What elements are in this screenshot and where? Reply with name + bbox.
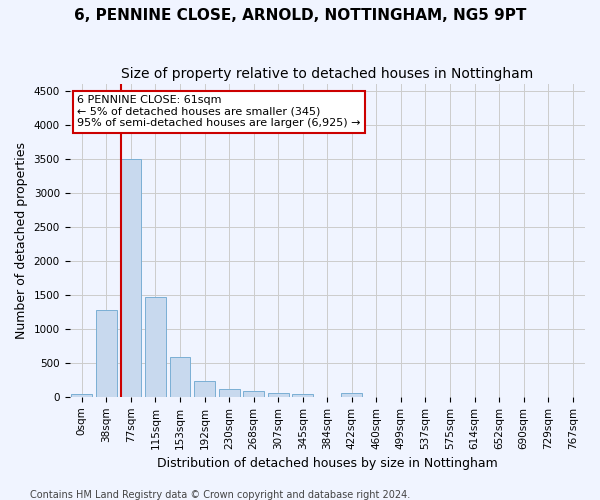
X-axis label: Distribution of detached houses by size in Nottingham: Distribution of detached houses by size …: [157, 457, 497, 470]
Y-axis label: Number of detached properties: Number of detached properties: [15, 142, 28, 339]
Bar: [292, 394, 313, 397]
Bar: [268, 393, 289, 397]
Bar: [145, 297, 166, 397]
Bar: [121, 159, 142, 397]
Bar: [170, 358, 190, 397]
Bar: [218, 389, 239, 397]
Bar: [96, 310, 117, 397]
Bar: [341, 393, 362, 397]
Bar: [194, 380, 215, 397]
Text: Contains HM Land Registry data © Crown copyright and database right 2024.: Contains HM Land Registry data © Crown c…: [30, 490, 410, 500]
Bar: [243, 392, 264, 397]
Text: 6 PENNINE CLOSE: 61sqm
← 5% of detached houses are smaller (345)
95% of semi-det: 6 PENNINE CLOSE: 61sqm ← 5% of detached …: [77, 95, 361, 128]
Title: Size of property relative to detached houses in Nottingham: Size of property relative to detached ho…: [121, 68, 533, 82]
Bar: [71, 394, 92, 397]
Text: 6, PENNINE CLOSE, ARNOLD, NOTTINGHAM, NG5 9PT: 6, PENNINE CLOSE, ARNOLD, NOTTINGHAM, NG…: [74, 8, 526, 22]
